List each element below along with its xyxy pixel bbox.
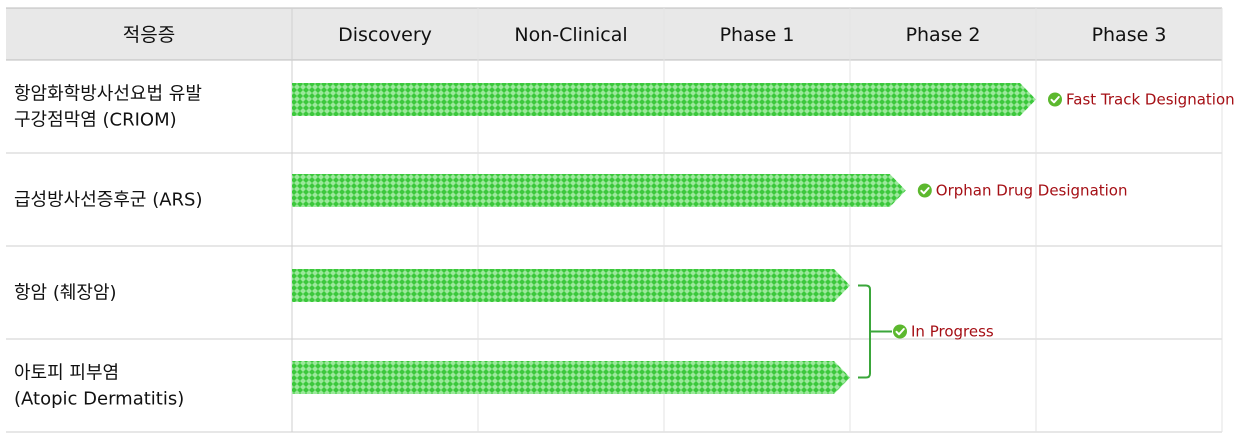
- header-background: [6, 8, 1222, 60]
- progress-bar: [292, 174, 906, 207]
- progress-bar: [292, 361, 850, 394]
- check-circle-icon: [1048, 92, 1062, 107]
- in-progress-note: In Progress: [911, 323, 994, 341]
- pipeline-row: 급성방사선증후군 (ARS) Orphan Drug Designation: [14, 174, 1128, 211]
- indication-label: 급성방사선증후군 (ARS): [14, 190, 203, 211]
- header-phase-0: Discovery: [338, 24, 432, 46]
- header-phase-3: Phase 2: [906, 24, 981, 46]
- header-phase-1: Non-Clinical: [514, 24, 627, 46]
- check-circle-icon: [893, 324, 907, 339]
- indication-label: 구강점막염 (CRIOM): [14, 110, 177, 131]
- header-indication: 적응증: [123, 24, 175, 46]
- group-note: In Progress: [858, 284, 994, 379]
- progress-bar: [292, 269, 850, 302]
- header-phase-4: Phase 3: [1092, 24, 1167, 46]
- check-circle-icon: [917, 183, 932, 198]
- pipeline-row: 항암 (췌장암): [14, 269, 850, 304]
- progress-bar: [292, 83, 1036, 116]
- indication-label: 아토피 피부염: [14, 363, 119, 384]
- designation-note: Fast Track Designation: [1066, 91, 1235, 109]
- phase-headers: Discovery Non-Clinical Phase 1 Phase 2 Phase…: [338, 24, 1166, 46]
- indication-label: 항암화학방사선요법 유발: [14, 84, 202, 105]
- indication-label: 항암 (췌장암): [14, 283, 117, 304]
- designation-note: Orphan Drug Designation: [936, 182, 1128, 200]
- group-bracket: [858, 284, 871, 379]
- grid-lines: [6, 7, 1223, 433]
- header-phase-2: Phase 1: [720, 24, 795, 46]
- pipeline-row: 아토피 피부염 (Atopic Dermatitis): [14, 361, 850, 410]
- indication-label: (Atopic Dermatitis): [14, 389, 184, 410]
